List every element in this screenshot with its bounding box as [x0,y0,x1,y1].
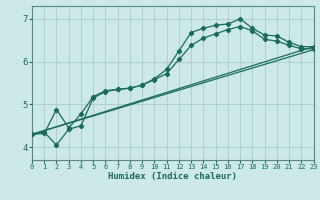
X-axis label: Humidex (Indice chaleur): Humidex (Indice chaleur) [108,172,237,181]
